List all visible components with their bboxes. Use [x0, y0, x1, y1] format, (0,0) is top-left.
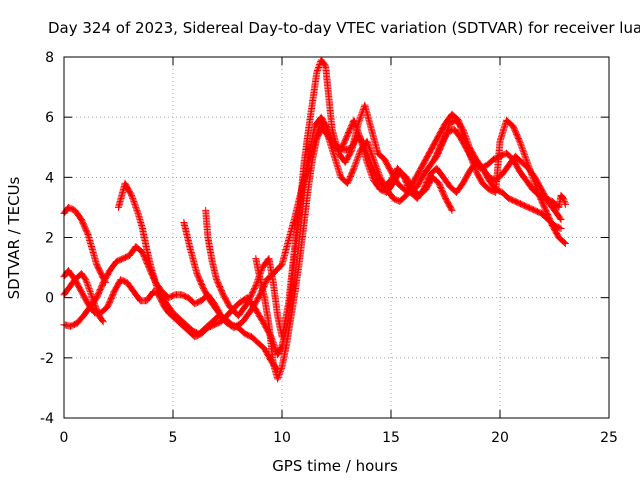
axis-ticks: 0 5 10 15 20 25 -4 -2 0 2 4 6 8	[40, 50, 618, 446]
x-tick-label: 20	[491, 430, 509, 446]
x-tick-label: 15	[382, 430, 400, 446]
x-tick-label: 0	[60, 430, 69, 446]
series-track-8	[252, 125, 565, 383]
y-tick-label: 0	[45, 291, 54, 307]
chart-title: Day 324 of 2023, Sidereal Day-to-day VTE…	[48, 19, 640, 37]
x-tick-label: 10	[273, 430, 291, 446]
grid	[64, 57, 609, 418]
y-tick-label: 4	[45, 170, 54, 186]
series-markers	[431, 125, 569, 211]
y-tick-label: 2	[45, 231, 54, 247]
x-axis-label: GPS time / hours	[272, 457, 398, 475]
y-tick-label: 8	[45, 50, 54, 66]
y-tick-label: -4	[40, 411, 54, 427]
series-layer	[60, 56, 569, 383]
y-axis-label: SDTVAR / TECUs	[5, 176, 23, 299]
series-track-9	[431, 125, 569, 211]
x-tick-label: 5	[169, 430, 178, 446]
y-tick-label: -2	[40, 351, 54, 367]
series-markers	[252, 125, 565, 383]
x-tick-label: 25	[600, 430, 618, 446]
y-tick-label: 6	[45, 110, 54, 126]
